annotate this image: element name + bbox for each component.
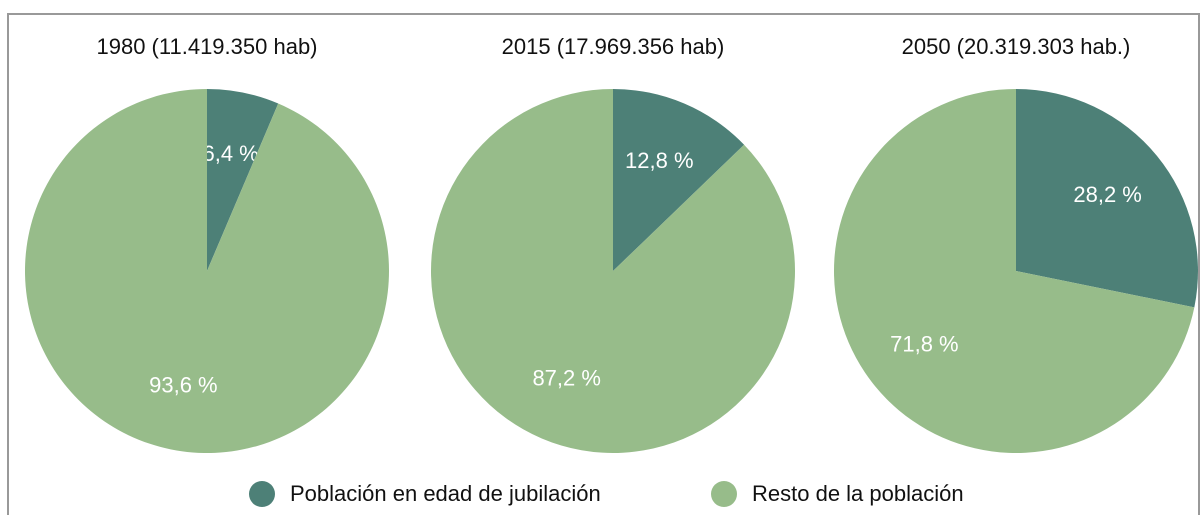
pie-title: 2050 (20.319.303 hab.)	[902, 34, 1131, 59]
slice-label: 93,6 %	[149, 373, 218, 398]
frame	[7, 13, 1200, 515]
pie-title: 1980 (11.419.350 hab)	[97, 34, 318, 59]
pie-slice	[207, 89, 279, 271]
pie-title: 2015 (17.969.356 hab)	[502, 34, 725, 59]
legend-label: Resto de la población	[752, 481, 964, 506]
slice-label: 6,4 %	[202, 141, 258, 166]
slice-label: 12,8 %	[625, 148, 694, 173]
pie-slice	[613, 89, 745, 271]
slice-label: 87,2 %	[532, 366, 601, 391]
slice-label: 71,8 %	[890, 332, 959, 357]
pie-slice	[24, 89, 389, 454]
pie-slice	[834, 89, 1195, 453]
legend-marker	[711, 481, 737, 507]
pie-slice	[1016, 89, 1198, 308]
legend-label: Población en edad de jubilación	[290, 481, 601, 506]
legend-marker	[249, 481, 275, 507]
slice-label: 28,2 %	[1073, 182, 1142, 207]
pie-slice	[430, 89, 795, 454]
